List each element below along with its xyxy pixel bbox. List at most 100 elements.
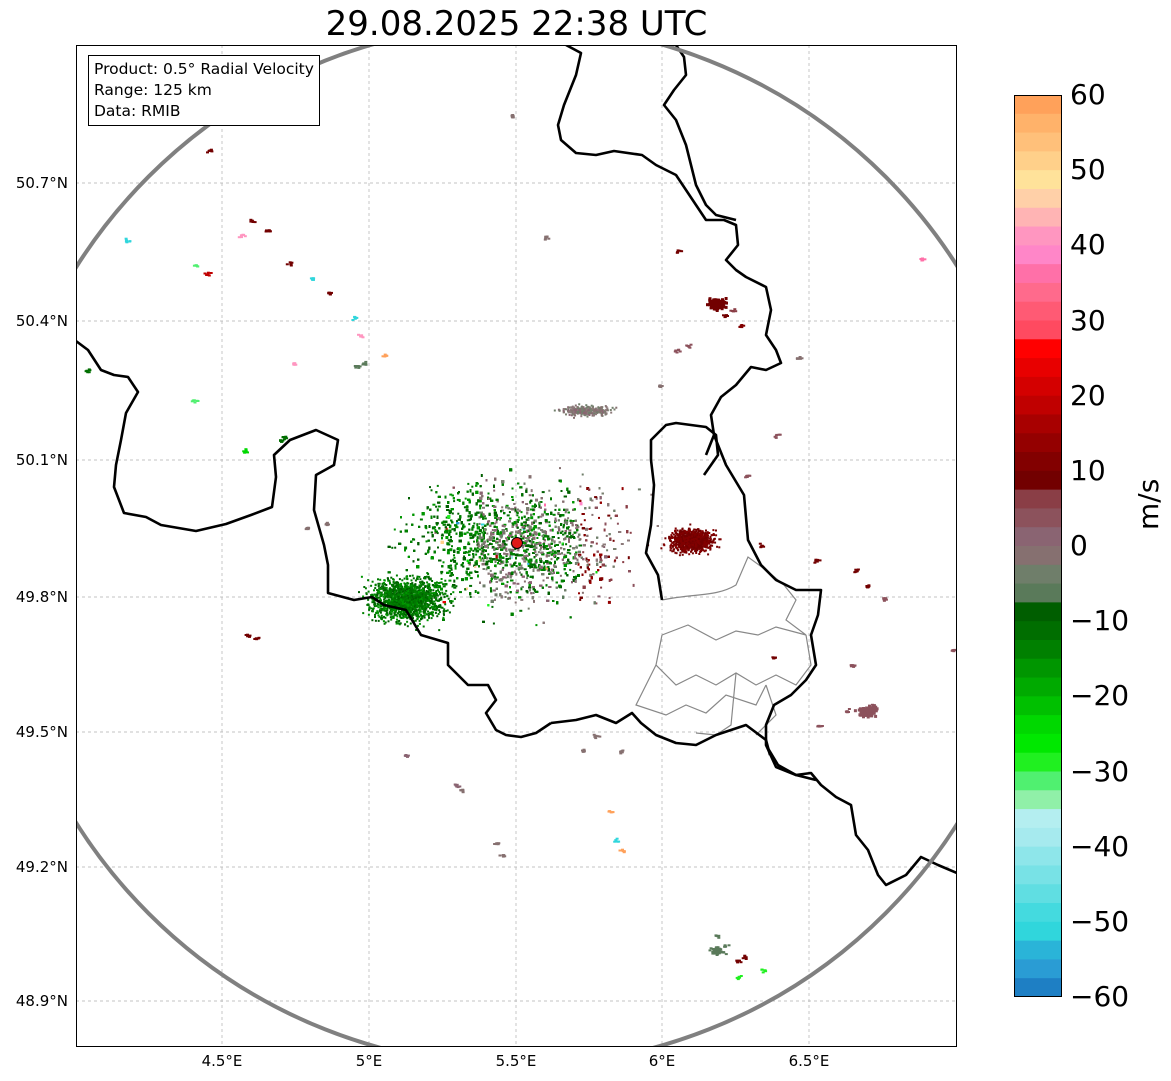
echo-pixel	[575, 524, 578, 527]
echo-pixel	[586, 564, 589, 567]
echo-pixel	[539, 515, 543, 518]
echo-pixel	[482, 620, 485, 623]
echo-pixel	[538, 532, 541, 536]
echo-pixel	[514, 506, 517, 509]
echo-pixel	[545, 548, 549, 550]
echo-pixel	[569, 552, 572, 555]
echo-pixel	[468, 550, 471, 553]
echo-pixel	[433, 550, 436, 554]
echo-pixel	[471, 485, 474, 488]
echo-pixel	[529, 558, 533, 562]
echo-pixel	[549, 546, 552, 549]
echo-pixel	[456, 522, 460, 525]
echo-pixel	[551, 536, 555, 538]
echo-pixel	[460, 521, 463, 525]
echo-pixel	[427, 531, 430, 534]
echo-pixel	[525, 590, 528, 593]
echo-pixel	[436, 532, 439, 535]
echo-pixel	[628, 570, 631, 573]
echo-pixel	[477, 591, 480, 594]
echo-pixel	[516, 521, 519, 523]
echo-pixel	[458, 491, 460, 493]
echo-pixel	[545, 584, 548, 587]
echo-pixel	[604, 564, 607, 567]
echo-pixel	[529, 500, 532, 504]
echo-pixel	[523, 568, 527, 571]
echo-pixel	[425, 540, 428, 543]
echo-pixel	[429, 486, 431, 489]
echo-pixel	[627, 556, 630, 560]
echo-pixel	[524, 549, 527, 552]
echo-pixel	[519, 533, 523, 536]
echo-pixel	[532, 521, 535, 524]
echo-pixel	[479, 491, 483, 495]
echo-pixel	[394, 546, 397, 549]
echo-pixel	[538, 542, 542, 544]
echo-pixel	[521, 516, 523, 520]
echo-pixel	[606, 549, 609, 552]
echo-pixel	[529, 581, 532, 585]
echo-pixel	[511, 524, 514, 528]
echo-pixel	[566, 574, 569, 577]
echo-pixel	[557, 537, 560, 539]
echo-pixel	[489, 587, 492, 590]
echo-pixel	[557, 519, 560, 522]
echo-pixel	[518, 554, 522, 557]
echo-pixel	[427, 539, 430, 542]
echo-pixel	[536, 537, 539, 539]
echo-pixel	[495, 547, 499, 550]
echo-pixel	[505, 558, 509, 560]
echo-pixel	[437, 495, 441, 498]
echo-pixel	[527, 535, 529, 538]
echo-pixel	[466, 573, 470, 576]
echo-pixel	[450, 508, 454, 511]
echo-pixel	[543, 530, 546, 534]
echo-pixel	[469, 559, 471, 562]
echo-pixel	[510, 564, 514, 568]
echo-pixel	[450, 519, 453, 522]
echo-pixel	[462, 562, 464, 565]
echo-pixel	[491, 605, 494, 608]
echo-pixel	[513, 562, 516, 566]
echo-pixel	[459, 531, 463, 534]
echo-pixel	[532, 513, 535, 516]
echo-pixel	[498, 539, 501, 543]
echo-pixel	[524, 556, 527, 560]
echo-pixel	[481, 536, 484, 539]
echo-pixel	[496, 532, 500, 535]
echo-pixel	[567, 558, 570, 562]
echo-pixel	[498, 579, 502, 582]
echo-pixel	[475, 502, 478, 506]
echo-pixel	[550, 497, 552, 501]
echo-pixel	[558, 553, 561, 555]
echo-pixel	[501, 529, 505, 531]
echo-pixel	[482, 516, 485, 520]
echo-pixel	[566, 526, 569, 530]
echo-pixel	[543, 539, 546, 542]
echo-pixel	[603, 546, 606, 548]
echo-pixel	[450, 559, 453, 562]
echo-pixel	[563, 495, 567, 498]
echo-pixel	[499, 553, 502, 556]
echo-pixel	[473, 522, 476, 525]
echo-pixel	[489, 524, 492, 527]
echo-pixel	[458, 547, 461, 551]
echo-pixel	[490, 559, 493, 563]
echo-pixel	[595, 571, 598, 574]
echo-pixel	[514, 548, 517, 550]
echo-pixel	[478, 558, 481, 562]
echo-pixel	[547, 537, 550, 541]
echo-pixel	[579, 596, 583, 599]
echo-pixel	[600, 586, 603, 589]
echo-pixel	[541, 535, 544, 537]
radar-map	[76, 45, 957, 1047]
echo-pixel	[586, 559, 589, 562]
echo-pixel	[481, 563, 485, 566]
echo-pixel	[521, 493, 524, 497]
echo-pixel	[471, 528, 474, 531]
echo-pixel	[490, 499, 494, 502]
echo-pixel	[587, 568, 590, 571]
echo-pixel	[596, 536, 599, 539]
echo-pixel	[509, 532, 512, 535]
echo-pixel	[529, 544, 533, 548]
